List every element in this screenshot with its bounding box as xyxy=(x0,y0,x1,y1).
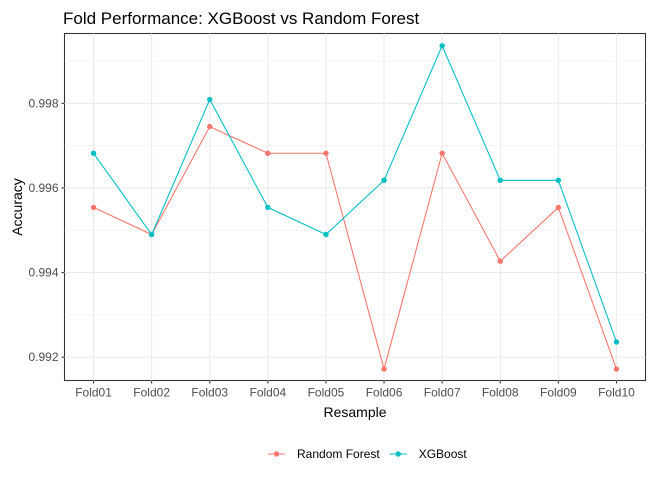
plot-panel-border xyxy=(63,32,647,382)
data-point-xgboost xyxy=(439,43,445,49)
legend-key-random-forest xyxy=(268,451,285,457)
data-point-xgboost xyxy=(207,96,213,103)
y-axis-title: Accuracy xyxy=(9,178,25,236)
data-point-random-forest xyxy=(207,123,213,130)
y-tick-label: 0.998 xyxy=(28,96,58,110)
data-point-xgboost xyxy=(555,177,562,184)
x-axis-title: Resample xyxy=(323,404,386,420)
data-point-xgboost xyxy=(497,177,503,184)
legend: Random Forest XGBoost xyxy=(268,447,467,461)
x-tick-label: Fold07 xyxy=(424,386,461,400)
legend-label-random-forest: Random Forest xyxy=(297,447,380,461)
x-tick-label: Fold06 xyxy=(366,386,403,400)
x-tick-label: Fold09 xyxy=(540,386,577,400)
legend-marker xyxy=(395,451,401,457)
data-point-random-forest xyxy=(265,150,271,156)
data-point-random-forest xyxy=(323,150,329,156)
x-tick-label: Fold03 xyxy=(191,386,228,400)
data-point-xgboost xyxy=(323,231,329,238)
x-axis-ticks: Fold01 Fold02 Fold03 Fold04 Fold05 Fold06 Fold… xyxy=(75,380,635,400)
series-line-xgboost xyxy=(93,44,617,343)
y-tick-label: 0.996 xyxy=(28,181,58,195)
data-point-random-forest xyxy=(555,204,562,211)
data-point-random-forest xyxy=(613,366,620,372)
data-point-random-forest xyxy=(90,204,97,211)
data-point-xgboost xyxy=(613,339,620,345)
data-point-xgboost xyxy=(381,177,387,184)
series-line-random-forest xyxy=(93,125,617,372)
data-point-xgboost xyxy=(90,150,97,156)
chart-title: Fold Performance: XGBoost vs Random Fore… xyxy=(63,9,419,28)
data-point-random-forest xyxy=(381,366,387,372)
x-tick-label: Fold10 xyxy=(598,386,635,400)
legend-key-xgboost xyxy=(389,451,407,457)
data-point-xgboost xyxy=(265,204,271,211)
y-axis-ticks: 0.992 0.994 0.996 0.998 xyxy=(28,96,65,364)
y-tick-label: 0.992 xyxy=(28,350,58,364)
series-points xyxy=(90,43,620,372)
data-point-random-forest xyxy=(439,150,445,156)
x-tick-label: Fold02 xyxy=(133,386,170,400)
y-tick-label: 0.994 xyxy=(28,266,58,280)
data-point-xgboost xyxy=(148,231,155,238)
legend-label-xgboost: XGBoost xyxy=(419,447,468,461)
x-tick-label: Fold01 xyxy=(75,386,112,400)
legend-marker xyxy=(273,451,280,457)
series-lines xyxy=(93,44,617,372)
x-tick-label: Fold04 xyxy=(249,386,286,400)
x-tick-label: Fold05 xyxy=(308,386,345,400)
x-tick-label: Fold08 xyxy=(482,386,519,400)
data-point-random-forest xyxy=(497,258,503,264)
